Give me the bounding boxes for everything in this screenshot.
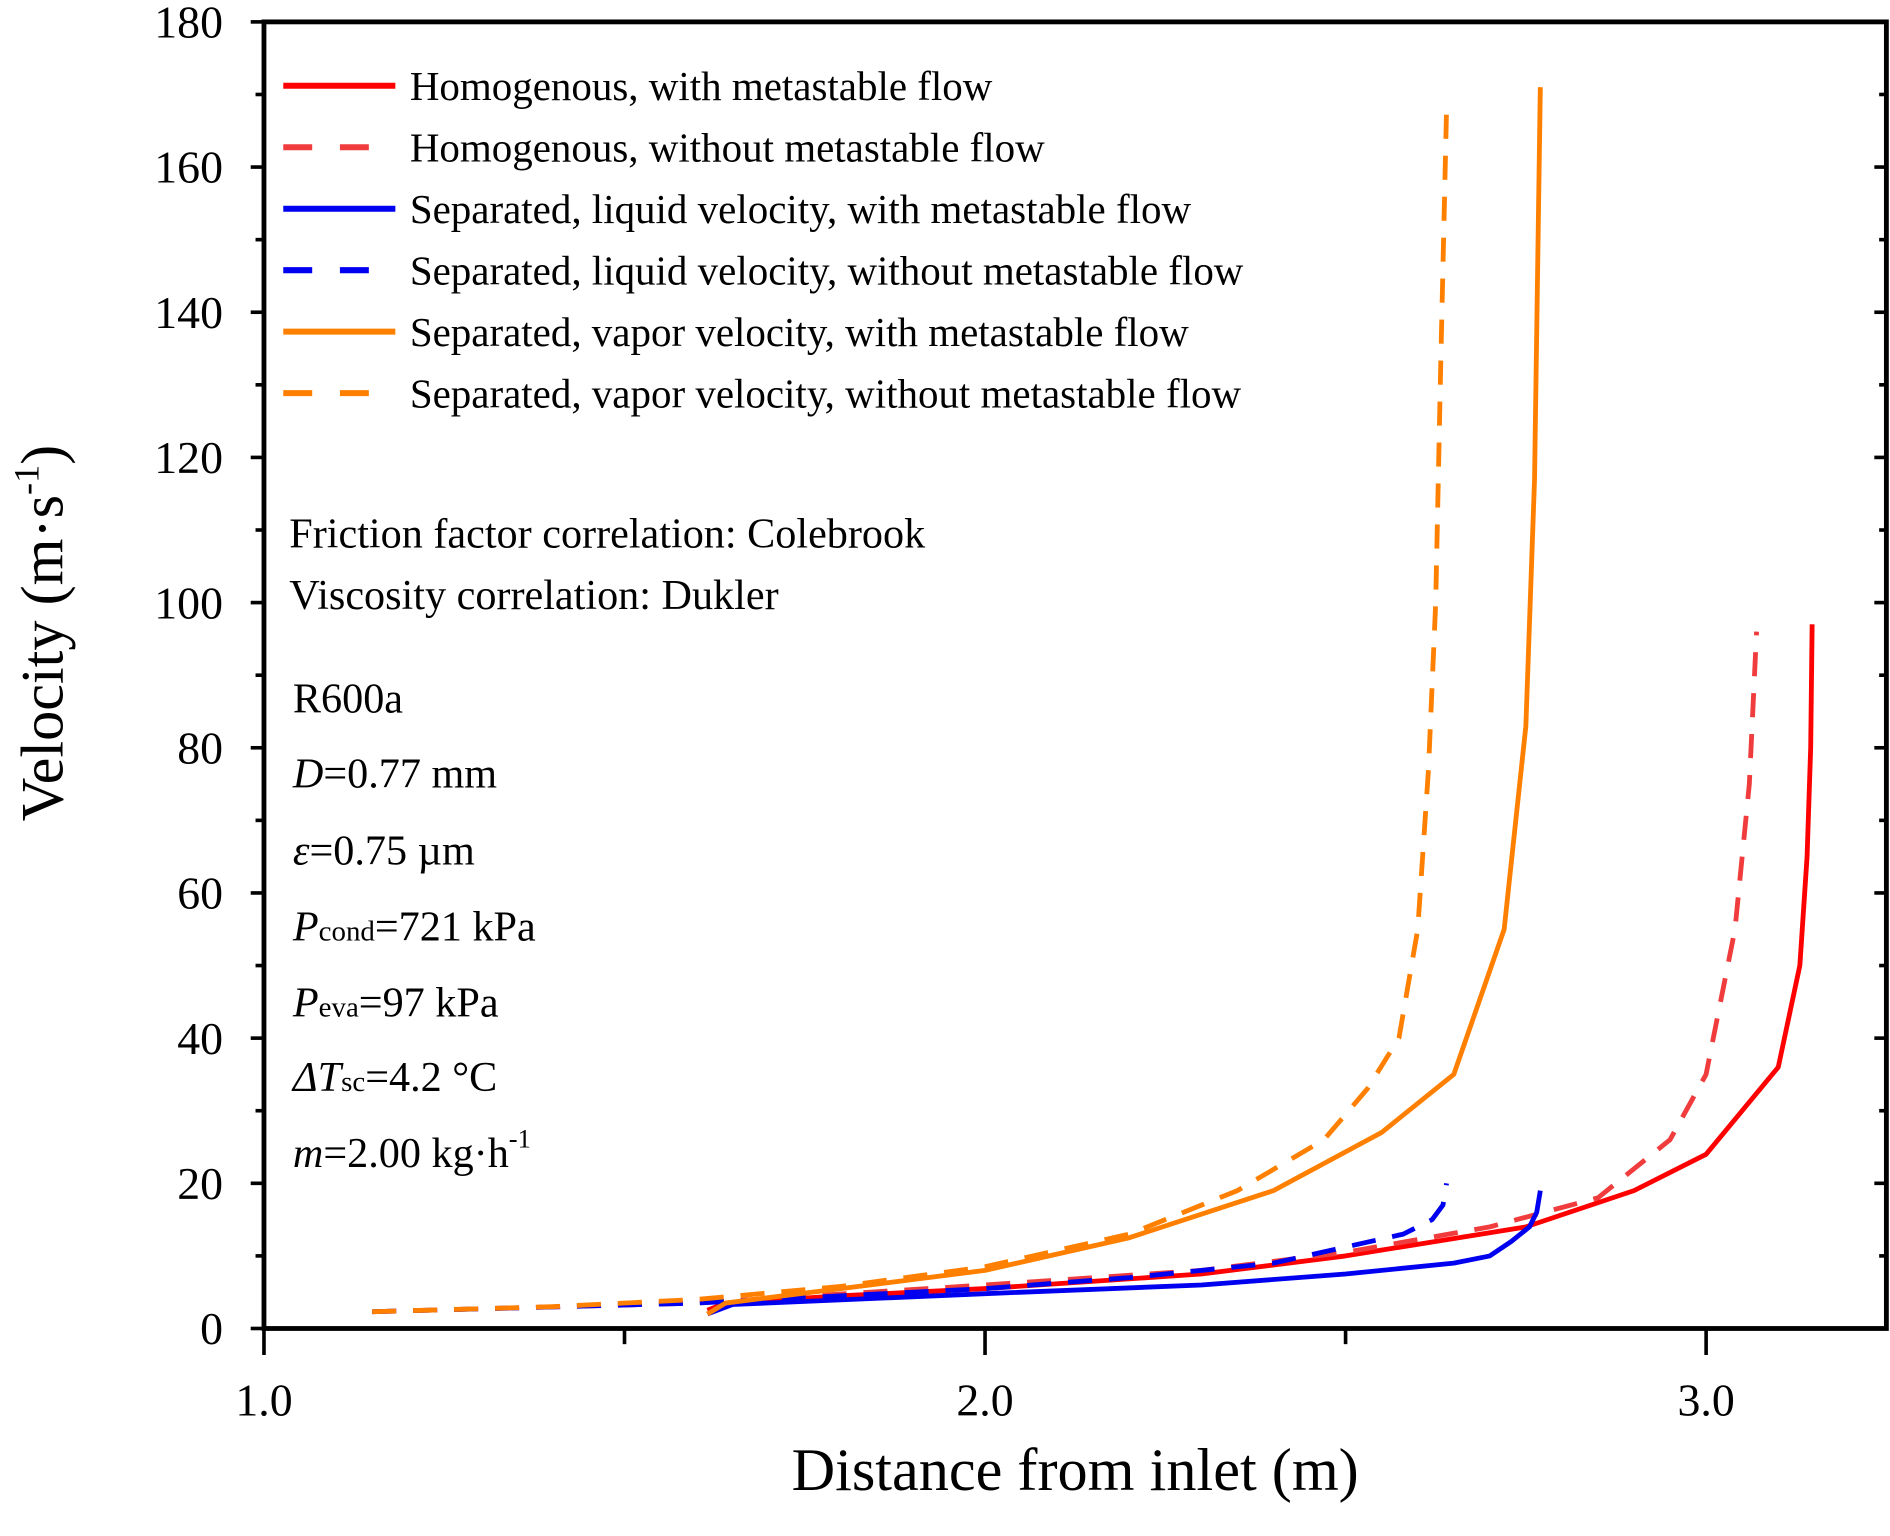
x-axis-label: Distance from inlet (m) [792,1437,1359,1504]
series-line-2 [372,631,1759,1315]
y-tick-label: 40 [177,1013,223,1064]
dt-symbol: ΔT [291,1054,344,1101]
pc-subscript: cond [319,915,376,947]
y-tick-label: 80 [177,722,223,773]
legend: Homogenous, with metastable flow Homogeno… [283,63,1244,417]
eps-symbol: ε [293,827,310,874]
dt-subscript: sc [341,1066,365,1098]
plot-frame [261,19,1889,1331]
legend-label: Separated, liquid velocity, without meta… [410,248,1244,294]
m-symbol: m [293,1130,323,1177]
annotation-massflow: m=2.00 kg·h-1 [293,1124,531,1177]
y-axis-label-main: Velocity (m·s [10,495,77,821]
annotation-fluid: R600a [293,676,403,723]
pc-value: =721 kPa [375,903,536,950]
series-line-3 [706,1190,1543,1317]
m-superscript: -1 [509,1124,531,1154]
y-tick-label: 20 [177,1158,223,1209]
dt-value: =4.2 °C [365,1054,497,1101]
y-tick-label: 180 [154,0,223,48]
eps-value: =0.75 µm [310,827,475,874]
d-value: =0.77 mm [323,750,497,797]
legend-label: Homogenous, with metastable flow [410,63,993,109]
series-line-1 [706,624,1815,1313]
annotation-viscosity: Viscosity correlation: Dukler [289,572,778,619]
annotation-pcond: Pcond=721 kPa [292,903,536,950]
series-lines [372,87,1815,1317]
x-tick-label: 3.0 [1677,1374,1734,1425]
y-tick-label: 60 [177,868,223,919]
axis-ticks: 1.0 2.0 3.0 0 20 40 60 80 100 120 140 160 180 [154,0,1887,1425]
x-tick-label: 1.0 [235,1374,292,1425]
y-axis-label: Velocity (m·s-1) [7,445,77,821]
annotation-diameter: D=0.77 mm [292,750,497,797]
pe-symbol: P [292,979,319,1026]
y-tick-label: 120 [154,432,223,483]
m-value: =2.00 kg·h [323,1130,508,1177]
annotation-roughness: ε=0.75 µm [293,827,475,874]
y-tick-label: 140 [154,287,223,338]
pe-value: =97 kPa [359,979,499,1026]
y-tick-label: 100 [154,577,223,628]
annotation-subcooling: ΔTsc=4.2 °C [291,1054,497,1101]
series-line-5 [706,87,1543,1317]
pc-symbol: P [292,903,319,950]
annotation-peva: Peva=97 kPa [292,979,499,1026]
d-symbol: D [292,750,323,797]
y-tick-label: 160 [154,142,223,193]
pe-subscript: eva [319,991,359,1023]
legend-label: Homogenous, without metastable flow [410,125,1045,171]
legend-label: Separated, vapor velocity, with metastab… [410,309,1189,355]
y-axis-label-sup: -1 [7,465,47,495]
x-tick-label: 2.0 [956,1374,1013,1425]
series-line-6 [372,108,1449,1315]
legend-label: Separated, vapor velocity, without metas… [410,371,1242,417]
y-tick-label: 0 [200,1303,223,1354]
series-line-4 [372,1182,1449,1315]
annotation-friction: Friction factor correlation: Colebrook [289,510,926,557]
y-axis-label-end: ) [10,445,77,465]
annotation-block: Friction factor correlation: Colebrook V… [289,510,926,1177]
legend-label: Separated, liquid velocity, with metasta… [410,186,1192,232]
